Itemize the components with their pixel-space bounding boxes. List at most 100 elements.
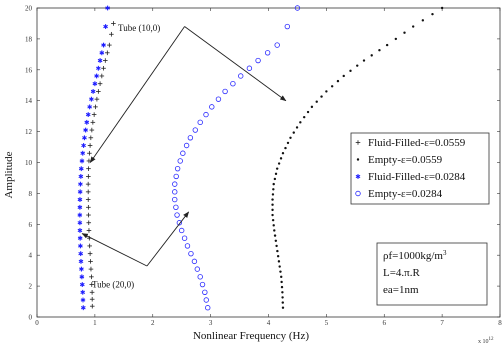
- y-tick-label: 18: [25, 35, 33, 43]
- data-point-arm-2: [80, 306, 86, 310]
- data-point: [82, 135, 87, 141]
- legend-marker: [355, 190, 361, 197]
- data-point: [89, 96, 94, 102]
- data-point: [209, 104, 215, 110]
- data-point: [111, 21, 116, 26]
- data-point: [89, 274, 94, 280]
- data-point: [203, 297, 209, 303]
- data-point: [320, 95, 323, 98]
- data-point: [292, 131, 295, 134]
- data-point: [77, 189, 83, 195]
- x-tick-label: 0: [35, 319, 39, 327]
- y-tick-label: 12: [25, 128, 33, 136]
- data-point: [178, 227, 185, 234]
- data-point: [79, 158, 85, 164]
- data-point: [99, 50, 105, 56]
- data-point: [356, 64, 359, 67]
- data-point: [87, 104, 93, 110]
- x-axis-ticks: 0 1 2 3 4 5 6 7 8: [35, 8, 502, 327]
- data-point: [310, 105, 314, 109]
- parameter-box: ρf=1000kg/m3 L=4.π.R ea=1nm: [376, 242, 488, 306]
- data-point-arm-2: [90, 89, 96, 94]
- data-point: [78, 258, 84, 264]
- data-point: [77, 212, 83, 218]
- data-point-arm-2: [78, 259, 84, 264]
- data-point-arm-2: [78, 244, 83, 248]
- data-point-arm-2: [97, 58, 103, 63]
- data-point: [199, 281, 206, 288]
- data-point: [174, 212, 180, 218]
- data-point: [194, 266, 201, 272]
- legend: Fluid-Filled-ε=0.0559 Empty-ε=0.0559 Fluid…: [350, 132, 490, 205]
- data-point: [230, 81, 236, 87]
- data-point-arm-2: [99, 51, 105, 55]
- data-point: [281, 296, 284, 299]
- param-density-text: ρf=1000kg/m: [383, 250, 443, 262]
- data-point: [279, 157, 283, 160]
- data-point-arm-2: [79, 282, 85, 287]
- data-point: [294, 5, 301, 11]
- data-point: [181, 235, 188, 241]
- data-point: [274, 172, 278, 176]
- data-point: [271, 198, 274, 201]
- data-point: [349, 69, 352, 73]
- data-point: [77, 197, 83, 202]
- legend-marker: [355, 140, 361, 145]
- data-point: [80, 150, 86, 156]
- data-point: [109, 31, 114, 37]
- data-point: [96, 89, 101, 94]
- data-point: [172, 181, 178, 187]
- data-point: [421, 19, 425, 22]
- data-point: [299, 121, 302, 124]
- data-point: [394, 37, 398, 41]
- legend-marker: [356, 158, 360, 161]
- data-point: [91, 112, 97, 117]
- data-point-arm-2: [79, 159, 85, 163]
- data-point: [97, 81, 103, 87]
- data-point: [87, 150, 92, 156]
- data-point: [188, 250, 194, 257]
- y-tick-label: 6: [29, 221, 33, 229]
- legend-entry: Fluid-Filled-ε=0.0559: [368, 137, 466, 149]
- data-point-arm-2: [78, 174, 84, 179]
- data-point: [272, 224, 275, 227]
- data-point: [215, 96, 222, 102]
- data-point: [330, 85, 334, 88]
- plot-area: [36, 7, 501, 318]
- data-point: [281, 291, 284, 294]
- data-point-arm-2: [78, 182, 83, 186]
- annotation-arrow: [89, 26, 185, 164]
- x-tick-label: 6: [383, 319, 387, 327]
- data-point-arm-2: [82, 136, 87, 140]
- legend-entry: Fluid-Filled-ε=0.0284: [368, 171, 466, 183]
- data-point-arm-2: [79, 267, 84, 271]
- data-point: [180, 150, 186, 156]
- data-point-arm-2: [95, 66, 101, 70]
- data-point: [79, 282, 85, 287]
- data-point: [101, 65, 106, 71]
- legend-entry: Empty-ε=0.0559: [368, 154, 443, 166]
- data-point-arm-2: [77, 236, 83, 240]
- data-point: [342, 74, 345, 78]
- data-point: [172, 196, 178, 203]
- annotation-arrow: [184, 26, 287, 102]
- data-point: [238, 73, 244, 79]
- data-point: [80, 297, 86, 303]
- data-point: [97, 58, 103, 63]
- data-point-arm-2: [80, 298, 86, 302]
- annotation-label: Tube (10,0): [118, 23, 160, 33]
- data-point-arm-2: [89, 97, 94, 101]
- y-tick-label: 14: [25, 97, 33, 105]
- data-point: [280, 275, 283, 279]
- data-point: [79, 274, 85, 280]
- data-point: [80, 289, 86, 295]
- data-point: [86, 174, 91, 179]
- y-tick-label: 10: [25, 159, 33, 167]
- data-point: [105, 5, 110, 11]
- data-point: [90, 120, 96, 125]
- data-point: [89, 289, 95, 295]
- y-tick-label: 0: [29, 314, 33, 322]
- data-point: [85, 181, 91, 187]
